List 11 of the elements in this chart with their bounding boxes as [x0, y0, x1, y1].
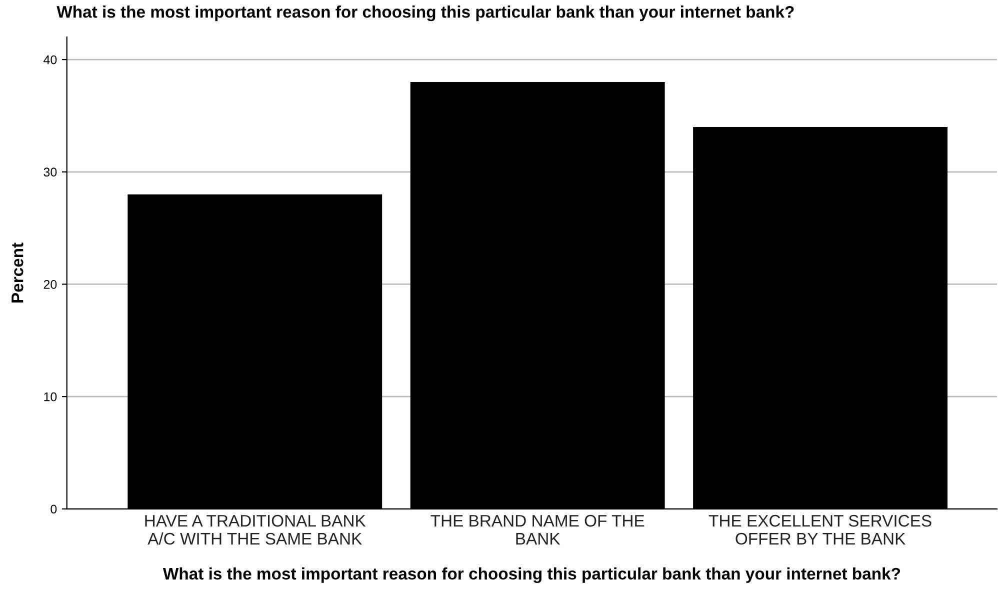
y-tick-label: 10: [44, 392, 57, 402]
y-axis-title: Percent: [12, 242, 24, 302]
y-tick-label: 0: [50, 504, 57, 514]
y-tick-label: 20: [44, 280, 57, 289]
x-tick-label: THE EXCELLENT SERVICES OFFER BY THE BANK: [708, 514, 932, 545]
x-axis-title: What is the most important reason for choosing this particular bank than your internet bank?: [162, 567, 900, 583]
x-tick-label: THE BRAND NAME OF THE BANK: [430, 514, 644, 544]
chart-title: What is the most important reason for choosing this particular bank than your internet bank?: [56, 6, 794, 22]
y-tick-label: 40: [44, 55, 57, 64]
x-tick-label: HAVE A TRADITIONAL BANK A/C WITH THE SAME BANK: [145, 514, 366, 545]
y-tick-label: 30: [44, 168, 57, 177]
